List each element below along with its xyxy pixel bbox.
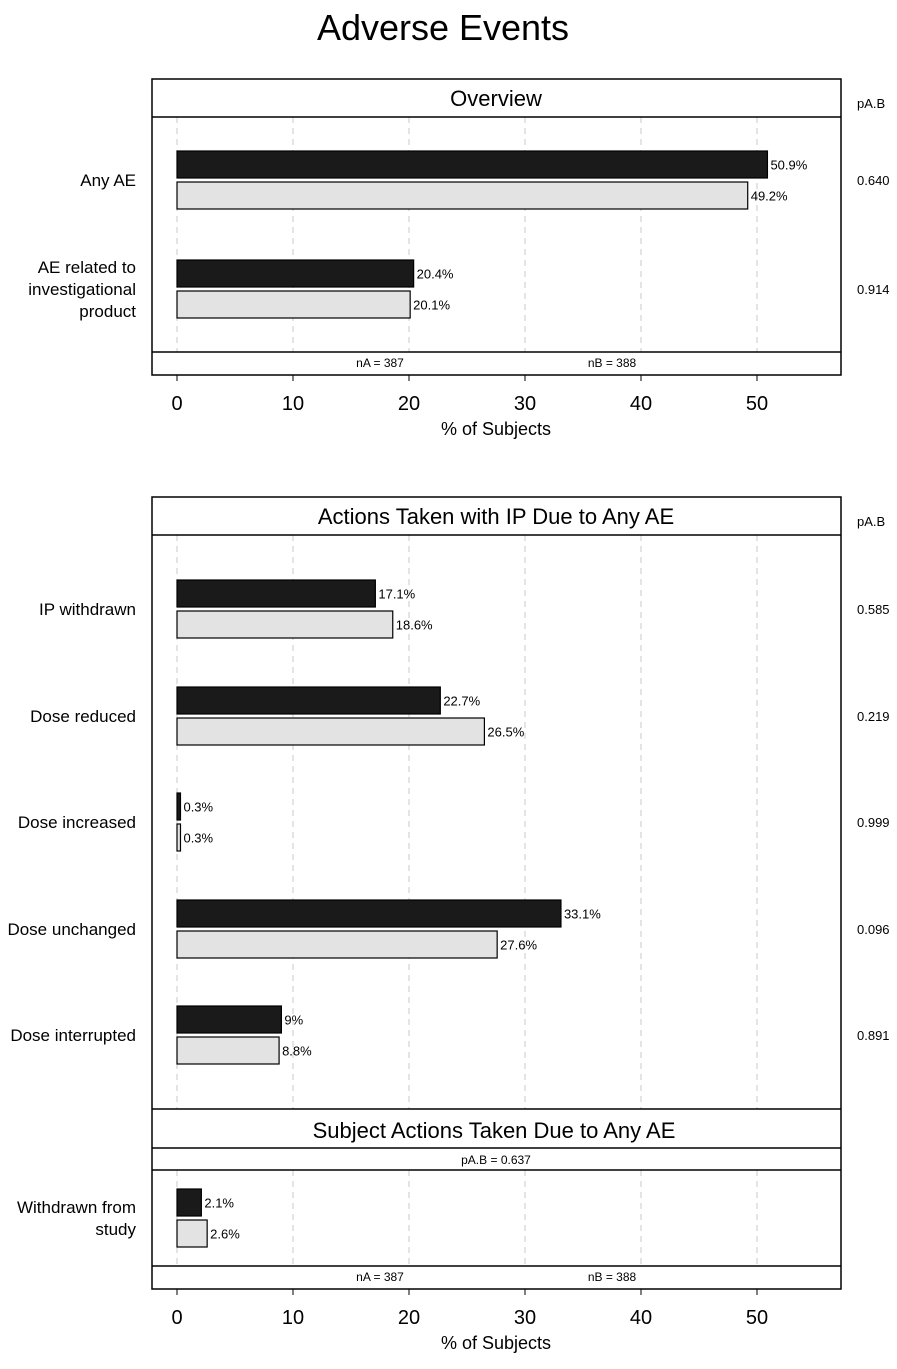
bar-group-a [176,1188,202,1217]
p-value: 0.891 [857,1028,890,1043]
data-label: 20.1% [413,298,450,313]
data-label: 0.3% [183,831,213,846]
x-tick-label: 50 [746,393,768,415]
data-label: 20.4% [417,267,454,282]
data-label: 8.8% [282,1044,312,1059]
x-tick-label: 0 [171,393,182,415]
data-label: 50.9% [770,158,807,173]
data-label: 49.2% [751,189,788,204]
data-label: 33.1% [564,907,601,922]
x-tick-label: 30 [514,393,536,415]
x-tick-label: 30 [514,1307,536,1329]
bar-group-b [176,823,182,852]
panel-frame [151,496,842,1290]
x-axis-label: % of Subjects [441,419,551,439]
x-tick-label: 10 [282,1307,304,1329]
x-tick-label: 20 [398,1307,420,1329]
panel-title: Subject Actions Taken Due to Any AE [313,1118,676,1143]
bar-group-a [176,259,415,288]
panel-title: Overview [450,86,542,111]
n-count-a: nA = 387 [356,356,404,370]
p-value-header: pA.B [857,514,885,529]
p-value: 0.585 [857,602,890,617]
p-value: 0.096 [857,922,890,937]
x-axis-label: % of Subjects [441,1333,551,1353]
panel-overview: Overview pA.B Any AE 50.9% 49.2% 0.640 AE rela… [28,78,890,439]
p-value: 0.640 [857,173,890,188]
bar-group-b [176,610,394,639]
data-label: 17.1% [378,587,415,602]
category-label: Dose reduced [30,707,136,726]
data-label: 2.6% [210,1227,240,1242]
category-label: Dose increased [18,813,136,832]
panel-actions-ip: Actions Taken with IP Due to Any AE pA.B I… [7,496,890,1290]
category-label: investigational [28,280,136,299]
x-tick-label: 50 [746,1307,768,1329]
panel-subtitle: pA.B = 0.637 [461,1153,531,1167]
bar-group-a [176,579,376,608]
x-tick-label: 40 [630,393,652,415]
bar-group-b [176,1036,280,1065]
page-title: Adverse Events [317,7,569,48]
panel-frame [151,78,842,376]
category-label: product [79,302,136,321]
data-label: 2.1% [204,1196,234,1211]
category-label: Withdrawn from [17,1198,136,1217]
n-count-a: nA = 387 [356,1270,404,1284]
p-value-header: pA.B [857,96,885,111]
bar-group-b [176,181,749,210]
data-label: 27.6% [500,938,537,953]
x-tick-label: 10 [282,393,304,415]
data-label: 22.7% [443,694,480,709]
bar-group-a [176,899,562,928]
x-tick-label: 40 [630,1307,652,1329]
category-label: IP withdrawn [39,600,136,619]
p-value: 0.999 [857,815,890,830]
n-count-b: nB = 388 [588,1270,637,1284]
bar-group-a [176,1005,283,1034]
category-label: AE related to [38,258,136,277]
data-label: 9% [284,1013,303,1028]
category-label: Dose interrupted [10,1026,136,1045]
bar-group-a [176,150,769,179]
x-tick-label: 0 [171,1307,182,1329]
bar-group-a [176,686,441,715]
bar-group-b [176,290,411,319]
bar-group-b [176,930,498,959]
panel-subject-actions: Subject Actions Taken Due to Any AE pA.B … [17,1108,841,1353]
p-value: 0.914 [857,282,890,297]
category-label: study [95,1220,136,1239]
data-label: 0.3% [183,800,213,815]
p-value: 0.219 [857,709,890,724]
bar-group-a [176,792,182,821]
panel-title: Actions Taken with IP Due to Any AE [318,504,674,529]
category-label: Any AE [80,171,136,190]
data-label: 18.6% [396,618,433,633]
x-tick-label: 20 [398,393,420,415]
bar-group-b [176,717,485,746]
data-label: 26.5% [487,725,524,740]
bar-group-b [176,1219,208,1248]
category-label: Dose unchanged [7,920,136,939]
n-count-b: nB = 388 [588,356,637,370]
